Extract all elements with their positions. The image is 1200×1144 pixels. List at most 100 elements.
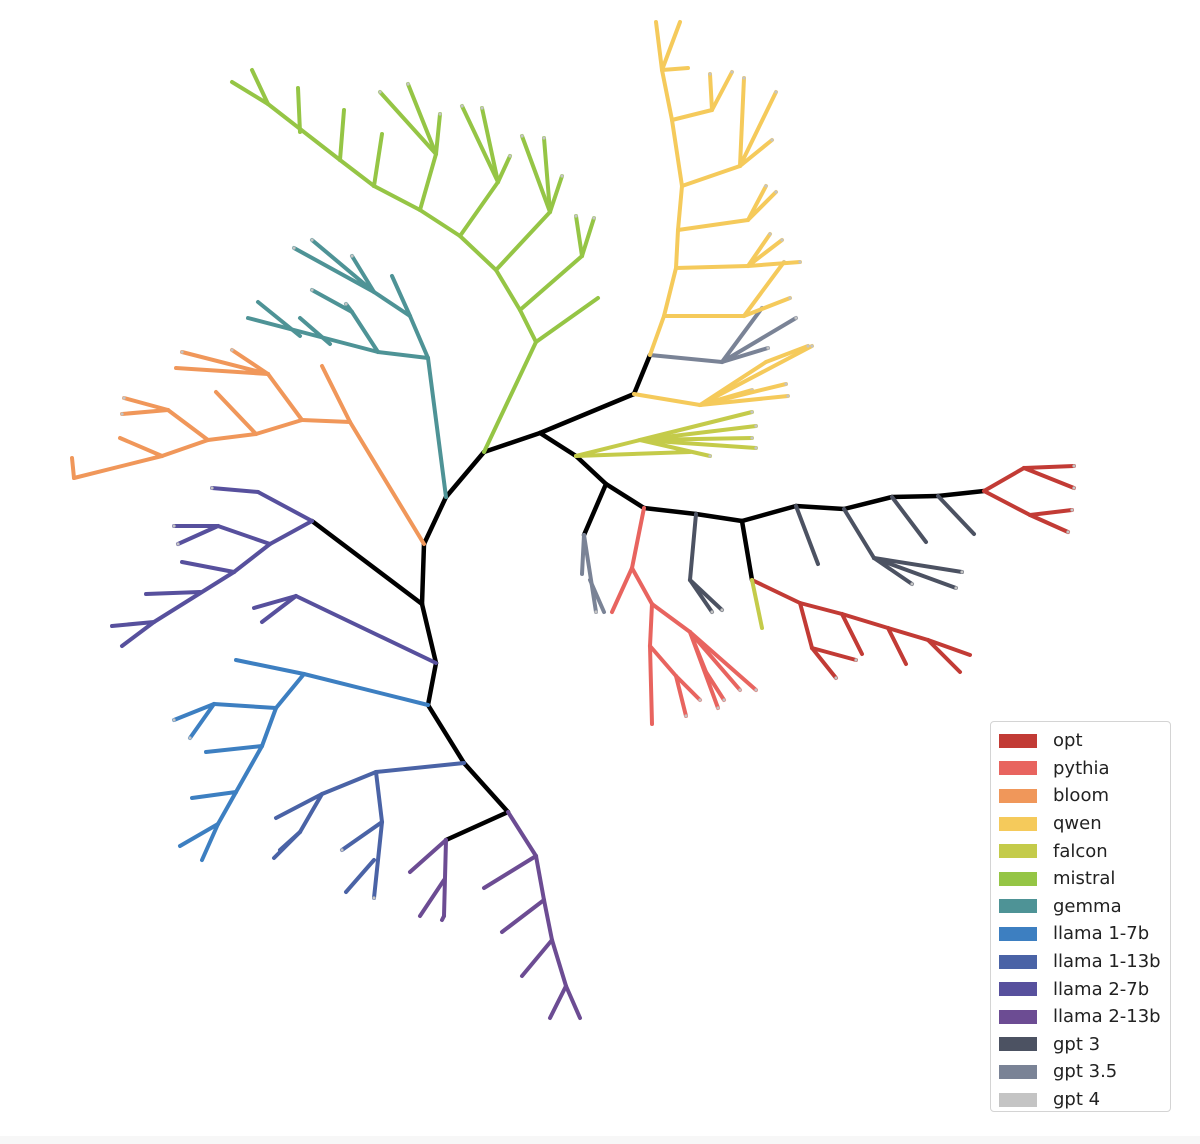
falcon-segment [638, 438, 712, 458]
bloom-leaf-tip [122, 396, 126, 400]
trunk-segment [443, 809, 511, 843]
llama-1-13b-segment [372, 820, 384, 900]
opt-leaf-tip [1072, 464, 1076, 468]
llama-1-7b-segment [216, 790, 238, 826]
qwen-leaf-tip [730, 70, 734, 74]
bloom-segment [120, 408, 170, 416]
legend-label-opt: opt [1053, 730, 1083, 752]
llama-1-7b-segment [190, 790, 238, 800]
gpt-3-leaf-tip [960, 570, 964, 574]
gpt-3-5-segment [582, 533, 598, 614]
gemma-segment [344, 302, 354, 314]
opt-segment [982, 466, 1026, 493]
trunk-segment [739, 518, 755, 583]
llama-2-7b-segment [210, 486, 260, 494]
legend-swatch-mistral [999, 871, 1037, 886]
opt-segment [798, 601, 844, 616]
llama-2-13b-segment [442, 838, 448, 918]
mistral-segment [418, 208, 462, 238]
qwen-segment [676, 184, 684, 232]
mistral-segment [460, 104, 500, 184]
trunk-segment [693, 511, 745, 524]
qwen-segment [746, 238, 784, 268]
bloom-leaf-tip [230, 348, 234, 352]
legend-label-gpt-3: gpt 3 [1053, 1033, 1101, 1055]
llama-2-13b-segment [550, 938, 568, 988]
gemma-segment [408, 314, 430, 360]
bloom-segment [348, 420, 426, 546]
opt-segment [982, 489, 1032, 517]
gemma-segment [246, 316, 380, 354]
mistral-segment [494, 210, 552, 272]
qwen-leaf-tip [774, 190, 778, 194]
trunk-segment [425, 702, 467, 766]
gpt-3-segment [872, 556, 964, 574]
llama-1-7b-segment [274, 672, 306, 710]
bloom-segment [206, 432, 258, 442]
pythia-segment [630, 506, 646, 570]
opt-segment [926, 638, 962, 674]
trunk-segment [537, 391, 637, 436]
gpt-3-segment [688, 578, 724, 612]
legend-swatch-llama-2-7b [999, 982, 1037, 997]
pythia-segment [674, 674, 702, 702]
opt-leaf-tip [1072, 486, 1076, 490]
legend-label-llama-1-13b: llama 1-13b [1053, 951, 1161, 973]
trunk-segment [641, 505, 699, 517]
opt-leaf-tip [854, 658, 858, 662]
legend-label-gpt-3-5: gpt 3.5 [1053, 1061, 1118, 1083]
legend-item-pythia: pythia [999, 755, 1170, 783]
llama-1-13b-segment [340, 820, 384, 852]
llama-1-13b-leaf-tip [372, 896, 376, 900]
gpt-3-leaf-tip [720, 608, 724, 612]
legend-item-opt: opt [999, 727, 1170, 755]
llama-1-7b-segment [204, 744, 264, 754]
pythia-segment [648, 644, 678, 678]
gpt-3-segment [842, 507, 876, 560]
llama-2-7b-segment [152, 570, 236, 624]
trunk-segment [419, 541, 427, 607]
pythia-segment [648, 644, 654, 726]
legend-swatch-qwen [999, 816, 1037, 831]
qwen-segment [654, 20, 664, 72]
pythia-segment [688, 630, 758, 692]
opt-segment [810, 646, 858, 662]
pythia-segment [688, 630, 708, 674]
mistral-segment [372, 132, 384, 188]
qwen-segment [698, 394, 790, 407]
mistral-segment [548, 174, 564, 214]
opt-segment [886, 626, 930, 642]
falcon-segment [750, 578, 764, 630]
legend-item-qwen: qwen [999, 810, 1170, 838]
bottom-strip [0, 1136, 1200, 1144]
falcon-segment [638, 410, 754, 442]
gemma-segment [310, 288, 354, 314]
opt-segment [1028, 513, 1070, 534]
falcon-leaf-tip [754, 424, 758, 428]
mistral-leaf-tip [560, 174, 564, 178]
qwen-leaf-tip [786, 394, 790, 398]
legend-item-llama-2-13b: llama 2-13b [999, 1003, 1170, 1031]
gemma-segment [350, 310, 380, 354]
bloom-segment [118, 436, 164, 458]
llama-1-13b-segment [374, 761, 466, 774]
bloom-segment [320, 364, 352, 424]
legend-swatch-gpt-4 [999, 1092, 1037, 1107]
llama-1-13b-segment [344, 858, 376, 894]
pythia-leaf-tip [722, 698, 726, 702]
trunk-segment [793, 503, 847, 512]
mistral-segment [520, 134, 552, 214]
llama-2-13b-segment [542, 898, 554, 942]
opt-leaf-tip [1070, 508, 1074, 512]
legend-swatch-gpt-3 [999, 1037, 1037, 1052]
qwen-segment [674, 264, 750, 270]
bloom-leaf-tip [180, 350, 184, 354]
trunk-segment [443, 449, 487, 500]
mistral-leaf-tip [460, 104, 464, 108]
llama-1-7b-segment [234, 744, 264, 794]
llama-1-7b-leaf-tip [188, 736, 192, 740]
qwen-segment [738, 90, 778, 168]
gpt-3-leaf-tip [954, 586, 958, 590]
qwen-leaf-tip [810, 344, 814, 348]
